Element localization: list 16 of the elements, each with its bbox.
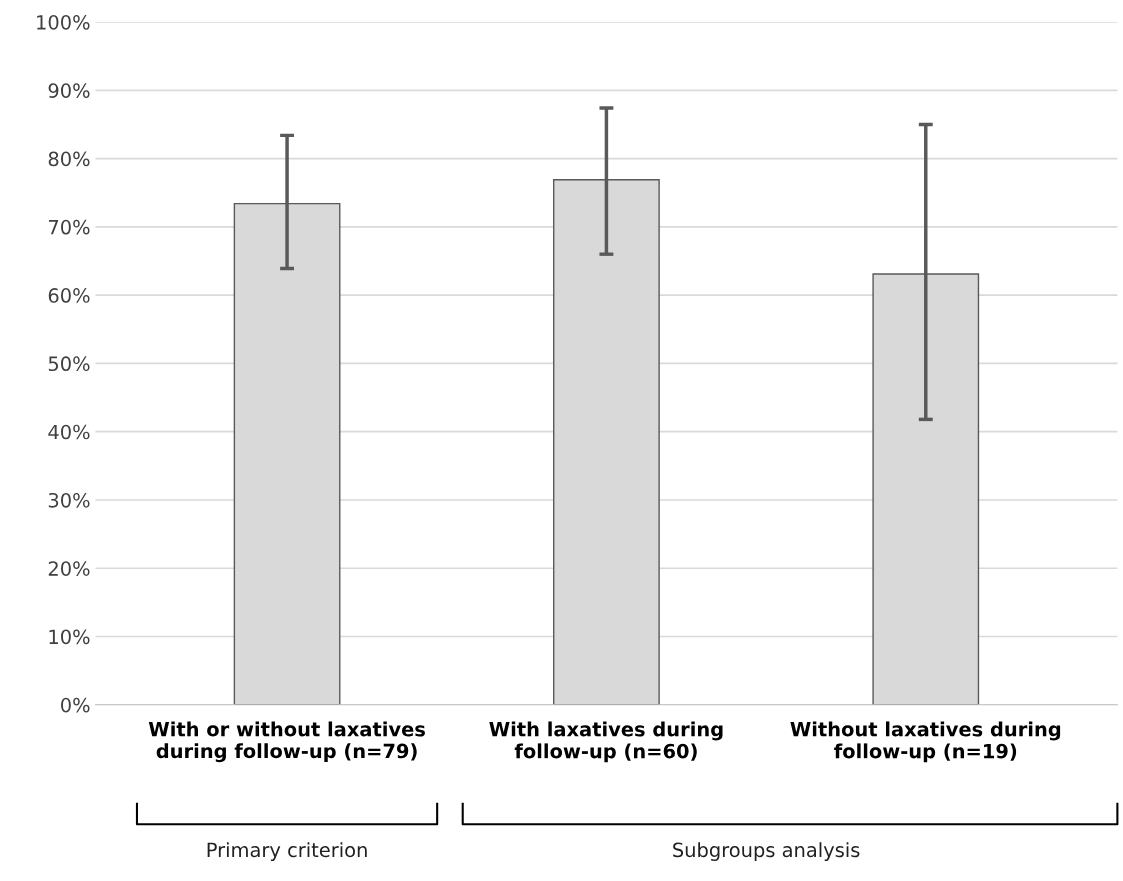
y-tick-label: 10% [49, 629, 90, 645]
y-tick-label: 30% [48, 492, 90, 508]
y-tick-label: 70% [48, 219, 90, 235]
text: Subgroups analysis [673, 842, 860, 862]
y-tick-label: 20% [48, 561, 90, 576]
y-tick-label: 60% [48, 288, 90, 303]
y-tick-label: 100% [37, 14, 90, 30]
y-tick-label: 50% [48, 356, 90, 372]
x-tick-label: With or without laxatives during follow-up (n=79) [148, 721, 425, 763]
x-tick-label: With laxatives during follow-up (n=60) [489, 721, 723, 763]
y-tick-label: 90% [48, 83, 90, 98]
x-tick-label: Without laxatives during follow-up (n=19) [790, 721, 1061, 763]
text: Primary criterion [207, 842, 367, 862]
y-tick-label: 80% [48, 151, 90, 167]
y-tick-label: 40% [48, 424, 90, 440]
y-tick-label: 0% [61, 697, 90, 713]
